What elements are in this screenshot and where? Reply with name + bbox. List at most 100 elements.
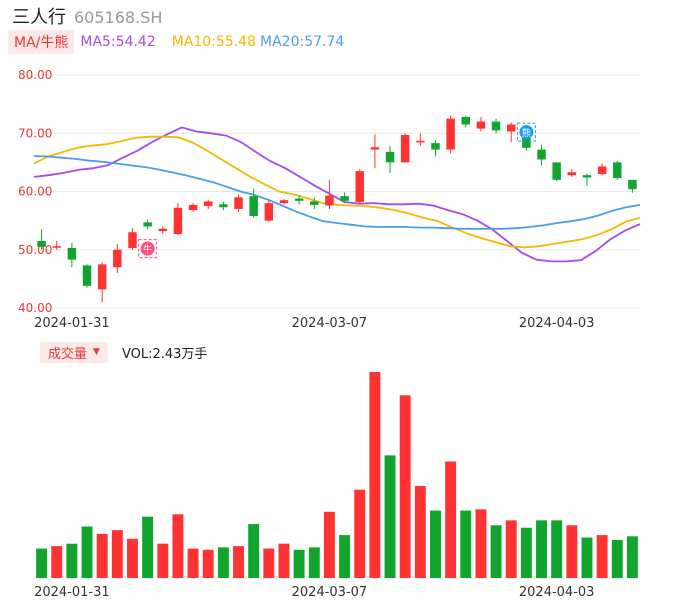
volume-value: VOL:2.43万手 — [121, 346, 208, 362]
volume-bar — [566, 525, 578, 578]
ma5-legend: MA5:54.42 — [80, 34, 156, 50]
volume-bar — [66, 543, 78, 578]
candle — [219, 204, 228, 208]
x-axis-label: 2024-01-31 — [34, 316, 110, 331]
candle — [370, 147, 380, 150]
volume-bar — [445, 461, 457, 578]
volume-bar — [430, 510, 441, 578]
volume-indicator-label: 成交量 — [48, 346, 88, 362]
volume-bar — [111, 530, 123, 578]
candle — [385, 151, 395, 163]
volume-bar — [369, 372, 381, 578]
ma10-legend: MA10:55.48 — [171, 34, 257, 50]
volume-bar — [414, 486, 426, 578]
candle — [355, 171, 364, 202]
caret-down-icon: ▼ — [93, 347, 100, 357]
volume-bar — [626, 536, 638, 578]
candle — [552, 162, 561, 180]
volume-x-axis-label: 2024-03-07 — [292, 585, 368, 600]
candle — [310, 201, 319, 205]
volume-bar — [611, 539, 623, 578]
ma10-line — [33, 135, 641, 249]
ma20-legend: MA20:57.74 — [260, 34, 345, 50]
stock-code: 605168.SH — [74, 8, 163, 27]
volume-bar — [293, 549, 305, 578]
candle — [567, 172, 577, 176]
volume-bar — [202, 549, 214, 578]
volume-bar — [172, 514, 184, 578]
volume-bar — [142, 516, 154, 578]
volume-bar — [520, 527, 532, 578]
candle — [188, 204, 198, 211]
y-tick-label: 50.00 — [18, 243, 52, 257]
candle — [340, 196, 349, 201]
stock-header: 三人行 605168.SH — [12, 3, 162, 29]
volume-bar — [551, 520, 563, 578]
ma5-line — [33, 126, 641, 263]
volume-bar — [323, 511, 335, 578]
volume-bar — [233, 546, 244, 578]
y-tick-label: 80.00 — [18, 68, 52, 82]
volume-bar — [536, 520, 547, 578]
candle — [173, 207, 183, 235]
candle — [249, 196, 258, 216]
candle — [294, 198, 304, 201]
candle — [416, 140, 425, 143]
volume-bar — [96, 533, 108, 578]
bull-marker-label: 牛 — [143, 244, 152, 256]
candle — [431, 143, 440, 150]
candle — [325, 195, 334, 206]
volume-bar — [339, 535, 351, 578]
volume-bar — [36, 548, 48, 578]
candle — [506, 124, 516, 132]
volume-indicator-button[interactable]: 成交量 ▼ — [40, 341, 108, 363]
bull-marker-frame — [138, 239, 158, 259]
volume-bar — [217, 547, 229, 578]
stock-name: 三人行 — [12, 7, 66, 28]
volume-bar — [187, 548, 199, 578]
volume-x-axis-label: 2024-04-03 — [519, 585, 595, 600]
candle — [203, 201, 213, 207]
ma-indicator-button[interactable]: MA/牛熊 — [8, 30, 75, 54]
ma20-line — [33, 155, 641, 230]
volume-bar — [490, 525, 502, 578]
bear-marker-label: 熊 — [522, 127, 531, 139]
volume-bar — [51, 546, 63, 578]
x-axis-label: 2024-03-07 — [292, 316, 368, 331]
candle — [143, 222, 152, 227]
candle — [613, 162, 622, 179]
volume-bar — [157, 543, 169, 578]
volume-bar — [81, 526, 93, 578]
candle — [37, 241, 46, 247]
volume-legend: 成交量 ▼ VOL:2.43万手 — [40, 341, 208, 363]
volume-bar — [263, 548, 275, 578]
bear-marker-frame — [516, 122, 536, 142]
y-tick-label: 40.00 — [18, 301, 52, 315]
volume-bar — [399, 395, 411, 578]
volume-bar — [505, 520, 517, 578]
candle — [128, 232, 137, 249]
y-tick-label: 60.00 — [18, 185, 52, 199]
candle — [82, 265, 92, 286]
x-axis-label: 2024-04-03 — [519, 316, 595, 331]
volume-bar — [127, 538, 138, 578]
candle — [264, 203, 274, 221]
candle — [67, 248, 77, 260]
candle — [491, 121, 501, 131]
volume-bar — [475, 509, 487, 578]
candle — [400, 134, 410, 163]
candle — [628, 179, 637, 190]
volume-bar — [354, 489, 366, 578]
candle — [234, 197, 243, 209]
candle — [537, 149, 546, 160]
bull-marker-icon — [140, 241, 155, 256]
volume-bar — [460, 510, 472, 578]
candle — [446, 118, 455, 150]
candle — [113, 249, 122, 268]
candle — [158, 228, 168, 232]
ma-legend: MA/牛熊 MA5:54.42 MA10:55.48 MA20:57.74 — [8, 30, 345, 54]
volume-x-axis-label: 2024-01-31 — [34, 585, 110, 600]
volume-bar — [308, 547, 320, 578]
volume-bar — [581, 537, 593, 578]
